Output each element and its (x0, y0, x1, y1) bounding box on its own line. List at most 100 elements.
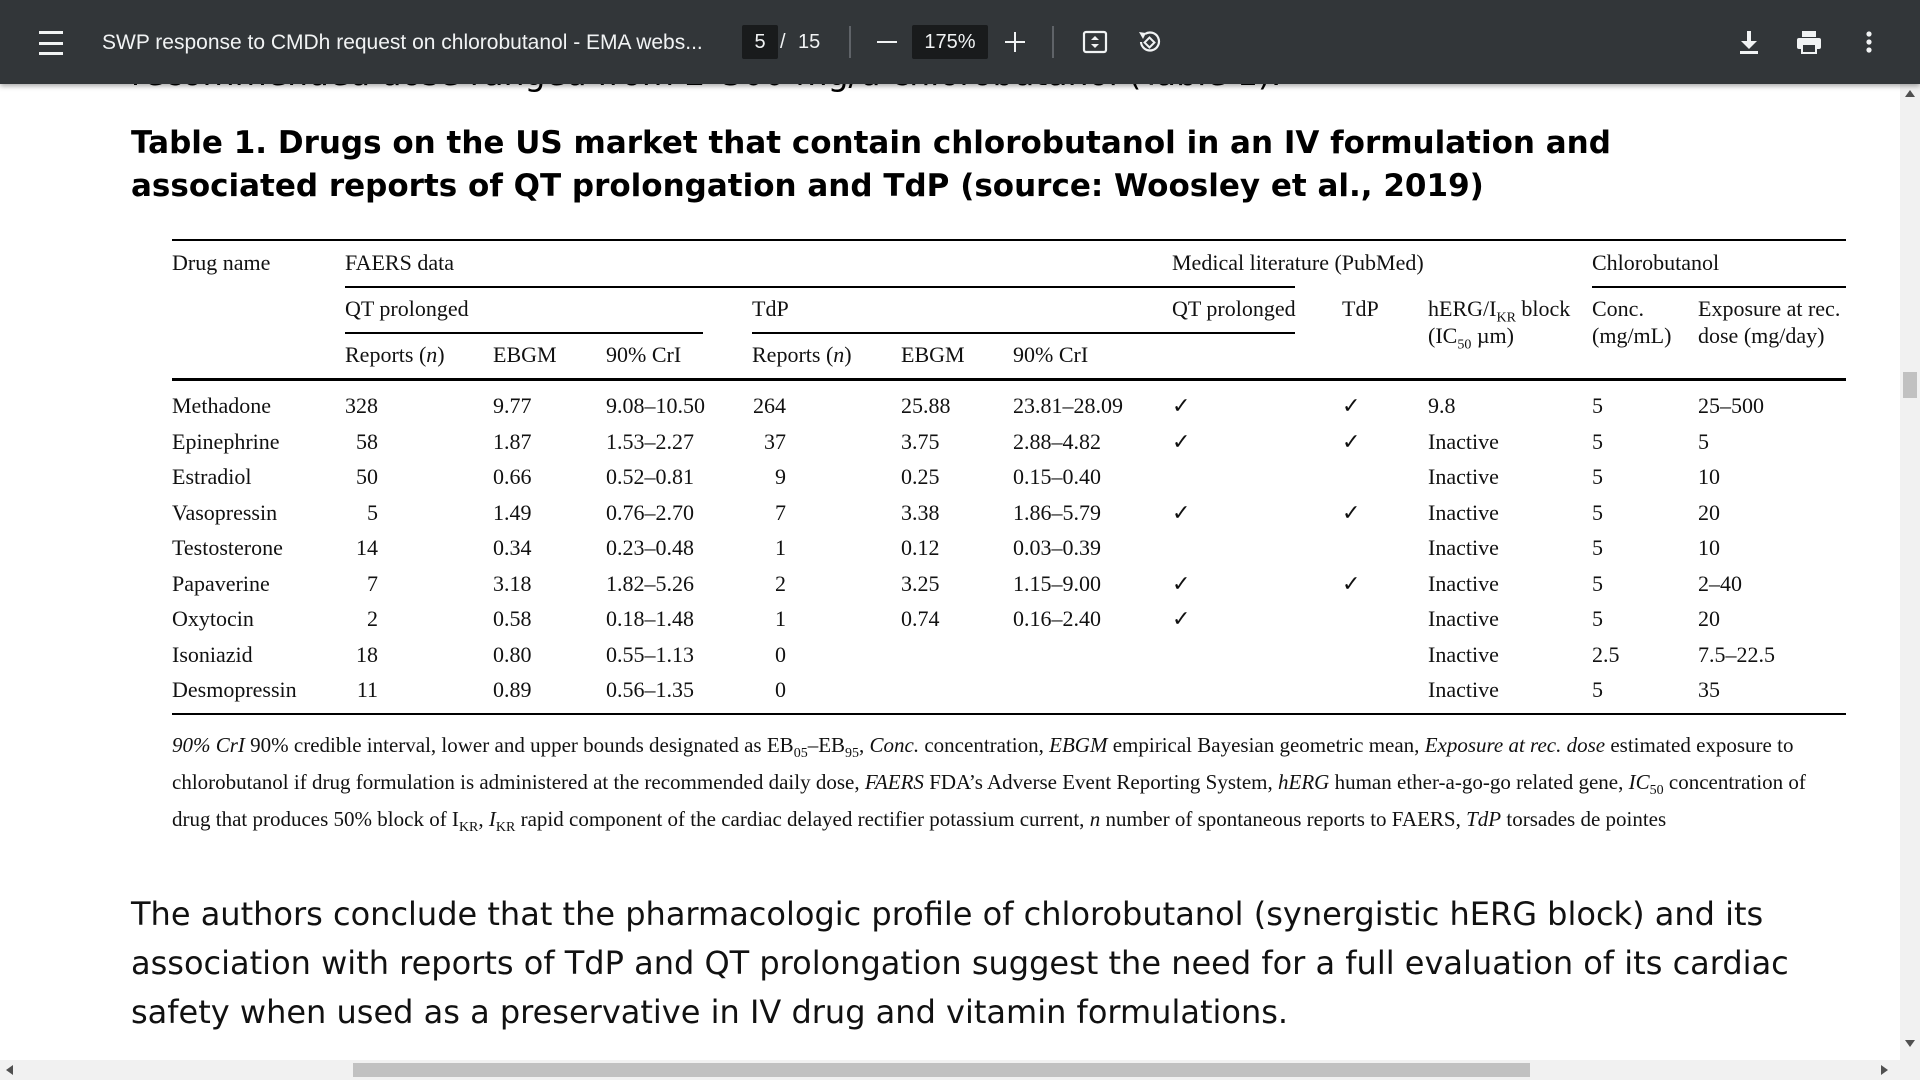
cell-qt-reports: 58 (356, 428, 378, 454)
cell-lit-tdp: ✓ (1342, 428, 1361, 454)
cell-qt-crl: 0.52–0.81 (606, 464, 694, 489)
qt-group-rule (345, 332, 703, 334)
header-lit-qt-prolonged: QT prolonged (1172, 296, 1296, 321)
cell-tdp-crl: 1.15–9.00 (1013, 570, 1101, 596)
scroll-down-arrow-icon[interactable] (1905, 1040, 1915, 1047)
cell-conc: 5 (1592, 677, 1603, 702)
table-top-rule (172, 239, 1846, 241)
cell-tdp-crl: 0.15–0.40 (1013, 464, 1101, 489)
cell-lit-qt: ✓ (1172, 606, 1191, 631)
cell-tdp-crl: 0.16–2.40 (1013, 606, 1101, 631)
vertical-scroll-thumb[interactable] (1903, 372, 1917, 398)
cell-exposure: 35 (1698, 677, 1720, 702)
cell-drug: Desmopressin (172, 677, 297, 702)
header-tdp-ebgm: EBGM (901, 342, 965, 367)
header-qt-crl: 90% CrI (606, 342, 682, 367)
cell-exposure: 2–40 (1698, 570, 1742, 596)
cell-drug: Isoniazid (172, 641, 253, 667)
cell-tdp-crl: 2.88–4.82 (1013, 428, 1101, 454)
cell-exposure: 10 (1698, 535, 1720, 560)
cell-drug: Vasopressin (172, 499, 278, 525)
vertical-scrollbar[interactable] (1900, 84, 1920, 1060)
table-heading: Table 1. Drugs on the US market that con… (131, 125, 1611, 204)
header-faers: FAERS data (345, 250, 454, 275)
more-vert-icon[interactable] (1852, 25, 1886, 59)
conclusion-paragraph: The authors conclude that the pharmacolo… (131, 895, 1789, 1031)
cell-herg: Inactive (1428, 428, 1499, 454)
cell-tdp-reports: 2 (775, 570, 786, 596)
cell-conc: 5 (1592, 464, 1603, 489)
print-icon[interactable] (1792, 25, 1826, 59)
cell-conc: 2.5 (1592, 641, 1620, 667)
header-qt-prolonged: QT prolonged (345, 296, 469, 321)
document-title: SWP response to CMDh request on chlorobu… (102, 31, 703, 54)
cell-qt-reports: 2 (367, 606, 378, 631)
cell-qt-crl: 1.82–5.26 (606, 570, 694, 596)
header-conc: Conc. (1592, 296, 1644, 321)
cell-qt-crl: 0.55–1.13 (606, 641, 694, 667)
cell-lit-tdp: ✓ (1342, 499, 1361, 525)
cell-tdp-reports: 7 (775, 499, 786, 525)
scroll-left-arrow-icon[interactable] (6, 1065, 13, 1075)
cell-qt-crl: 1.53–2.27 (606, 428, 694, 454)
download-icon[interactable] (1732, 25, 1766, 59)
cell-conc: 5 (1592, 606, 1603, 631)
rotate-icon[interactable] (1132, 25, 1166, 59)
cell-lit-tdp: ✓ (1342, 570, 1361, 596)
cell-tdp-ebgm: 3.38 (901, 499, 940, 525)
cell-tdp-crl: 0.03–0.39 (1013, 535, 1101, 560)
cell-qt-ebgm: 9.77 (493, 393, 532, 418)
header-medical-literature: Medical literature (PubMed) (1172, 250, 1424, 275)
cell-tdp-reports: 0 (775, 677, 786, 702)
zoom-level-input[interactable]: 175% (912, 25, 988, 59)
header-qt-reports: Reports (n) (345, 342, 445, 367)
cell-tdp-reports: 9 (775, 464, 786, 489)
hamburger-menu-icon[interactable] (34, 26, 68, 60)
cell-tdp-ebgm: 25.88 (901, 393, 951, 418)
plus-icon[interactable] (998, 25, 1032, 59)
cell-tdp-reports: 37 (764, 428, 786, 454)
cell-conc: 5 (1592, 499, 1603, 525)
cell-exposure: 5 (1698, 428, 1709, 454)
cell-drug: Estradiol (172, 464, 252, 489)
cell-exposure: 25–500 (1698, 393, 1764, 418)
cell-herg: Inactive (1428, 464, 1499, 489)
cell-drug: Papaverine (172, 570, 270, 596)
cell-lit-tdp: ✓ (1342, 393, 1361, 418)
cell-herg: Inactive (1428, 641, 1499, 667)
cell-tdp-ebgm: 3.25 (901, 570, 940, 596)
cell-herg: Inactive (1428, 499, 1499, 525)
cell-tdp-ebgm: 0.12 (901, 535, 940, 560)
page-total: 15 (798, 30, 821, 53)
fit-to-page-icon[interactable] (1078, 25, 1112, 59)
cell-qt-ebgm: 0.58 (493, 606, 532, 631)
horizontal-scroll-thumb[interactable] (353, 1063, 1530, 1077)
minus-icon[interactable] (870, 25, 904, 59)
scroll-up-arrow-icon[interactable] (1905, 90, 1915, 97)
scroll-right-arrow-icon[interactable] (1881, 1065, 1888, 1075)
cell-qt-reports: 14 (356, 535, 378, 560)
cell-herg: Inactive (1428, 677, 1499, 702)
cell-lit-qt: ✓ (1172, 570, 1191, 596)
cell-exposure: 7.5–22.5 (1698, 641, 1775, 667)
cell-tdp-reports: 0 (775, 641, 786, 667)
cell-qt-reports: 18 (356, 641, 378, 667)
tdp-group-rule (752, 332, 1295, 334)
page-number-input[interactable]: 5 (742, 25, 778, 59)
cell-tdp-reports: 264 (753, 393, 786, 418)
table-footnote: 90% CrI 90% credible interval, lower and… (172, 733, 1806, 836)
header-exposure: Exposure at rec. (1698, 296, 1841, 321)
cell-lit-qt: ✓ (1172, 393, 1191, 418)
cell-drug: Epinephrine (172, 428, 280, 454)
cell-tdp-reports: 1 (775, 606, 786, 631)
cell-qt-crl: 0.23–0.48 (606, 535, 694, 560)
cell-qt-ebgm: 0.66 (493, 464, 532, 489)
cell-qt-reports: 328 (345, 393, 378, 418)
cell-exposure: 10 (1698, 464, 1720, 489)
header-tdp-crl: 90% CrI (1013, 342, 1089, 367)
header-tdp: TdP (752, 296, 789, 321)
cell-drug: Methadone (172, 393, 271, 418)
header-conc-unit: (mg/mL) (1592, 323, 1672, 348)
cell-conc: 5 (1592, 393, 1603, 418)
faers-group-rule (345, 286, 1295, 288)
